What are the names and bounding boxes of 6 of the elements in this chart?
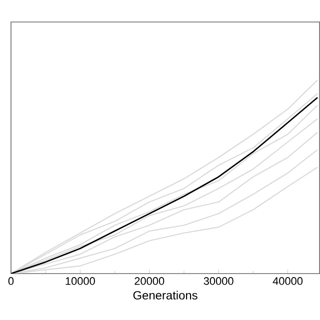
x-tick-label: 10000 [66, 277, 95, 286]
x-axis-title: Generations [133, 290, 198, 300]
x-tick-label: 30000 [204, 277, 234, 286]
x-tick-label: 0 [8, 277, 14, 286]
x-tick-label: 20000 [134, 277, 164, 286]
x-tick-label: 40000 [272, 277, 303, 286]
